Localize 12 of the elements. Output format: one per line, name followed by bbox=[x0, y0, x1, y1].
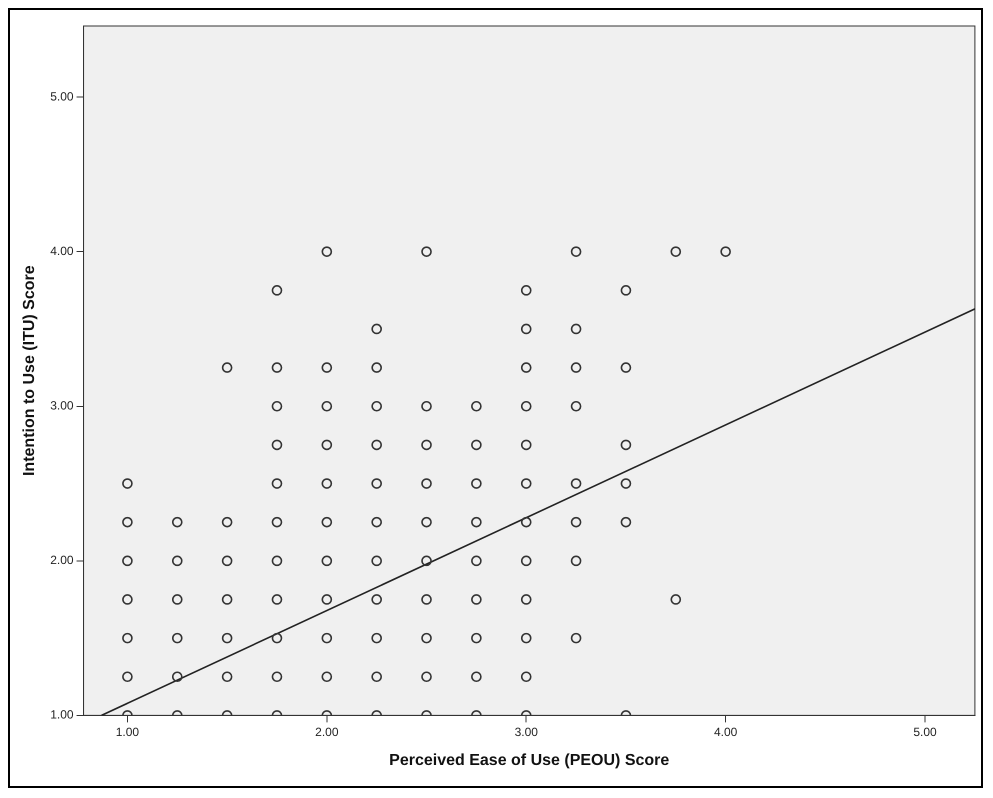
y-tick-label: 5.00 bbox=[50, 89, 74, 104]
y-tick-label: 4.00 bbox=[50, 244, 74, 258]
x-tick-label: 2.00 bbox=[315, 724, 339, 739]
y-tick-label: 1.00 bbox=[50, 708, 74, 722]
x-tick-label: 5.00 bbox=[913, 724, 938, 739]
x-tick-label: 3.00 bbox=[514, 724, 538, 739]
y-tick-label: 3.00 bbox=[50, 398, 74, 413]
x-tick-label: 4.00 bbox=[714, 724, 738, 739]
x-tick-label: 1.00 bbox=[116, 724, 140, 739]
y-tick-label: 2.00 bbox=[50, 553, 74, 568]
y-axis-title: Intention to Use (ITU) Score bbox=[21, 265, 38, 476]
x-axis-title: Perceived Ease of Use (PEOU) Score bbox=[389, 752, 670, 769]
